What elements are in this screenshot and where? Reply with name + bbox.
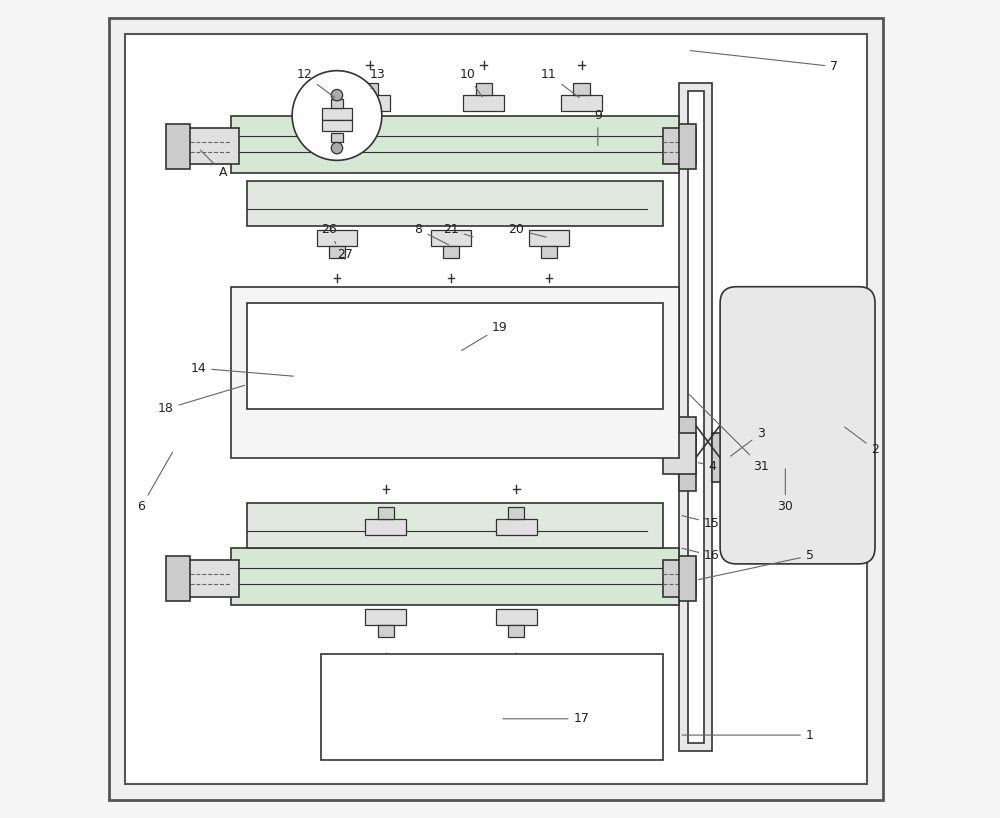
- Text: 9: 9: [594, 109, 602, 146]
- Bar: [331, 99, 343, 108]
- Circle shape: [510, 642, 523, 655]
- Text: 15: 15: [682, 515, 720, 529]
- Text: 16: 16: [682, 548, 720, 562]
- Bar: [231, 287, 679, 458]
- Bar: [321, 654, 663, 760]
- Bar: [679, 124, 696, 169]
- Bar: [679, 83, 712, 752]
- Text: 20: 20: [508, 223, 546, 237]
- Circle shape: [366, 73, 373, 79]
- Bar: [529, 230, 569, 246]
- Bar: [231, 547, 679, 605]
- Circle shape: [546, 267, 552, 273]
- Bar: [322, 119, 352, 131]
- Circle shape: [331, 142, 343, 154]
- Bar: [508, 507, 524, 519]
- Text: 27: 27: [337, 248, 353, 261]
- Text: 12: 12: [296, 68, 335, 97]
- Circle shape: [575, 70, 588, 83]
- Text: 5: 5: [698, 549, 814, 580]
- Circle shape: [330, 263, 343, 276]
- Circle shape: [331, 89, 343, 101]
- Bar: [329, 246, 345, 258]
- Bar: [712, 434, 745, 483]
- Circle shape: [477, 70, 490, 83]
- Bar: [508, 625, 524, 637]
- Bar: [496, 609, 537, 625]
- Circle shape: [542, 263, 555, 276]
- Bar: [174, 560, 239, 596]
- Circle shape: [379, 642, 392, 655]
- Circle shape: [513, 497, 520, 504]
- Circle shape: [334, 267, 340, 273]
- Bar: [573, 83, 590, 95]
- Bar: [378, 625, 394, 637]
- Circle shape: [363, 70, 376, 83]
- Text: 7: 7: [690, 51, 838, 73]
- Bar: [688, 91, 704, 744]
- Text: 10: 10: [459, 68, 482, 97]
- Bar: [365, 519, 406, 535]
- Polygon shape: [700, 454, 720, 470]
- Text: 3: 3: [730, 427, 765, 456]
- Bar: [476, 83, 492, 95]
- Bar: [679, 417, 696, 491]
- Text: 14: 14: [190, 362, 293, 376]
- Circle shape: [448, 267, 454, 273]
- Circle shape: [480, 73, 487, 79]
- Text: 4: 4: [698, 460, 716, 473]
- Text: 1: 1: [682, 729, 814, 742]
- FancyBboxPatch shape: [720, 287, 875, 564]
- Circle shape: [513, 645, 520, 652]
- Circle shape: [445, 263, 458, 276]
- Text: 8: 8: [414, 223, 449, 245]
- Circle shape: [383, 497, 389, 504]
- Bar: [463, 95, 504, 111]
- Bar: [247, 503, 663, 547]
- Bar: [247, 181, 663, 226]
- Bar: [365, 609, 406, 625]
- Bar: [679, 555, 696, 600]
- Text: 19: 19: [462, 321, 508, 350]
- Text: 30: 30: [777, 469, 793, 514]
- Bar: [317, 230, 357, 246]
- Bar: [541, 246, 557, 258]
- Text: 31: 31: [689, 394, 769, 473]
- Text: 17: 17: [503, 712, 589, 726]
- Bar: [663, 128, 696, 164]
- Circle shape: [510, 494, 523, 507]
- Circle shape: [383, 645, 389, 652]
- Bar: [166, 124, 190, 169]
- Bar: [431, 230, 471, 246]
- Text: A: A: [200, 150, 227, 179]
- Bar: [443, 246, 459, 258]
- Bar: [361, 83, 378, 95]
- Bar: [663, 434, 696, 474]
- Bar: [331, 133, 343, 142]
- Text: 21: 21: [443, 223, 473, 237]
- Bar: [322, 108, 352, 119]
- Bar: [349, 95, 390, 111]
- Text: 6: 6: [137, 452, 173, 514]
- Bar: [231, 115, 679, 173]
- Bar: [166, 555, 190, 600]
- Bar: [561, 95, 602, 111]
- Bar: [378, 507, 394, 519]
- Text: 11: 11: [541, 68, 579, 97]
- Circle shape: [578, 73, 585, 79]
- Text: 2: 2: [845, 427, 879, 456]
- Text: 26: 26: [321, 223, 337, 244]
- Bar: [663, 560, 696, 596]
- Circle shape: [379, 494, 392, 507]
- Text: 13: 13: [370, 68, 386, 88]
- Circle shape: [292, 70, 382, 160]
- Bar: [247, 303, 663, 409]
- Text: 18: 18: [158, 385, 245, 416]
- Bar: [496, 519, 537, 535]
- Bar: [174, 128, 239, 164]
